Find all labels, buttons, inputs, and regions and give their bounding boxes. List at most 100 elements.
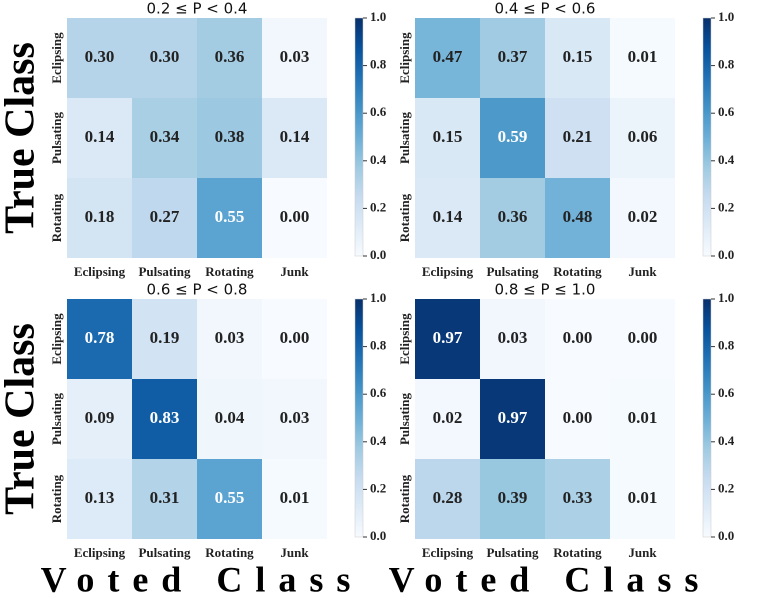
heatmap-cell xyxy=(197,98,262,178)
y-tick-label: Rotating xyxy=(49,474,64,523)
x-tick-label: Eclipsing xyxy=(422,264,474,279)
colorbar-tick-label: 0.4 xyxy=(370,152,387,167)
heatmap-cell xyxy=(197,379,262,459)
heatmap-cell xyxy=(262,18,327,98)
y-tick-label: Eclipsing xyxy=(49,313,64,365)
colorbar-tick-label: 0.4 xyxy=(718,433,735,448)
heatmap-cell xyxy=(197,459,262,539)
cell-label: 0.31 xyxy=(150,488,180,507)
panel-title: 0.2 ≤ P < 0.4 xyxy=(147,0,248,18)
x-tick-label: Junk xyxy=(280,264,309,279)
heatmap-cell xyxy=(132,178,197,258)
x-tick-label: Eclipsing xyxy=(422,545,474,560)
heatmap-cell xyxy=(480,459,545,539)
x-tick-label: Pulsating xyxy=(138,545,191,560)
cell-label: 0.27 xyxy=(150,207,180,226)
cell-label: 0.39 xyxy=(498,488,528,507)
heatmap-cell xyxy=(545,18,610,98)
cell-label: 0.36 xyxy=(215,47,245,66)
cell-label: 0.15 xyxy=(563,47,593,66)
heatmap-cell xyxy=(67,299,132,379)
colorbar xyxy=(702,17,712,257)
heatmap-cell xyxy=(132,459,197,539)
cell-label: 0.78 xyxy=(85,328,115,347)
x-tick-label: Rotating xyxy=(553,264,602,279)
colorbar-tick-label: 1.0 xyxy=(718,9,734,24)
colorbar-tick-label: 0.2 xyxy=(370,199,386,214)
y-tick-label: Pulsating xyxy=(49,392,64,445)
cell-label: 0.19 xyxy=(150,328,180,347)
x-tick-label: Rotating xyxy=(205,264,254,279)
cell-label: 0.00 xyxy=(280,207,310,226)
y-axis-label: True Class xyxy=(0,323,44,515)
y-tick-label: Rotating xyxy=(397,193,412,242)
panel-title: 0.8 ≤ P ≤ 1.0 xyxy=(495,281,596,299)
cell-label: 0.21 xyxy=(563,127,593,146)
colorbar-tick-label: 1.0 xyxy=(718,290,734,305)
cell-label: 0.14 xyxy=(433,207,463,226)
cell-label: 0.38 xyxy=(215,127,245,146)
x-tick-label: Eclipsing xyxy=(74,545,126,560)
colorbar-tick-label: 0.0 xyxy=(370,528,386,543)
heatmap-cell xyxy=(67,178,132,258)
cell-label: 0.14 xyxy=(280,127,310,146)
heatmap-cell xyxy=(132,299,197,379)
colorbar-tick-label: 0.8 xyxy=(370,57,387,72)
cell-label: 0.15 xyxy=(433,127,463,146)
colorbar-tick-label: 1.0 xyxy=(370,290,386,305)
colorbar-tick-label: 0.2 xyxy=(718,199,734,214)
y-tick-label: Eclipsing xyxy=(397,313,412,365)
heatmap-cell xyxy=(415,459,480,539)
y-tick-label: Eclipsing xyxy=(49,32,64,84)
colorbar-tick-label: 0.0 xyxy=(718,247,734,262)
cell-label: 0.00 xyxy=(280,328,310,347)
heatmap-cell xyxy=(415,98,480,178)
cell-label: 0.01 xyxy=(628,488,658,507)
cell-label: 0.00 xyxy=(628,328,658,347)
heatmap-cell xyxy=(197,178,262,258)
cell-label: 0.59 xyxy=(498,127,528,146)
heatmap-cell xyxy=(197,18,262,98)
heatmap-cell xyxy=(545,459,610,539)
x-tick-label: Rotating xyxy=(205,545,254,560)
panel-title: 0.4 ≤ P < 0.6 xyxy=(495,0,596,18)
heatmap-cell xyxy=(67,18,132,98)
colorbar-tick-label: 0.2 xyxy=(370,480,386,495)
y-axis-label: True Class xyxy=(0,42,44,234)
heatmap-cell xyxy=(67,379,132,459)
heatmap-cell xyxy=(610,459,675,539)
cell-label: 0.55 xyxy=(215,207,245,226)
heatmap-cell xyxy=(262,299,327,379)
cell-label: 0.03 xyxy=(215,328,245,347)
heatmap-cell xyxy=(67,98,132,178)
colorbar-tick-label: 0.6 xyxy=(718,385,735,400)
cell-label: 0.47 xyxy=(433,47,463,66)
colorbar xyxy=(354,17,364,257)
heatmap-cell xyxy=(480,299,545,379)
colorbar xyxy=(354,298,364,538)
cell-label: 0.06 xyxy=(628,127,658,146)
x-axis-label: Voted Class xyxy=(389,559,712,599)
y-tick-label: Rotating xyxy=(49,193,64,242)
heatmap-cell xyxy=(415,299,480,379)
y-tick-label: Rotating xyxy=(397,474,412,523)
cell-label: 0.83 xyxy=(150,408,180,427)
cell-label: 0.03 xyxy=(280,408,310,427)
cell-label: 0.97 xyxy=(498,408,528,427)
cell-label: 0.09 xyxy=(85,408,115,427)
colorbar-tick-label: 0.8 xyxy=(370,338,387,353)
heatmap-cell xyxy=(610,98,675,178)
colorbar xyxy=(702,298,712,538)
cell-label: 0.48 xyxy=(563,207,593,226)
heatmap-cell xyxy=(262,459,327,539)
heatmap-cell xyxy=(415,379,480,459)
cell-label: 0.34 xyxy=(150,127,180,146)
x-tick-label: Pulsating xyxy=(486,264,539,279)
cell-label: 0.02 xyxy=(628,207,658,226)
colorbar-tick-label: 0.6 xyxy=(370,385,387,400)
cell-label: 0.55 xyxy=(215,488,245,507)
x-tick-label: Rotating xyxy=(553,545,602,560)
heatmap-cell xyxy=(480,18,545,98)
y-tick-label: Pulsating xyxy=(397,111,412,164)
